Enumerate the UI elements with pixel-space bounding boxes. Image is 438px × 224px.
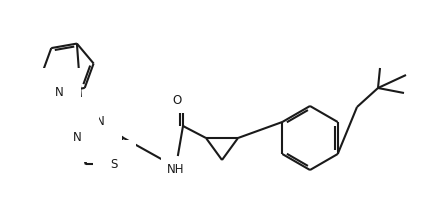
Text: N: N	[95, 114, 104, 127]
Text: N: N	[73, 131, 81, 144]
Text: S: S	[110, 158, 117, 171]
Text: N: N	[55, 86, 64, 99]
Text: O: O	[173, 94, 182, 107]
Text: NH: NH	[166, 163, 184, 176]
